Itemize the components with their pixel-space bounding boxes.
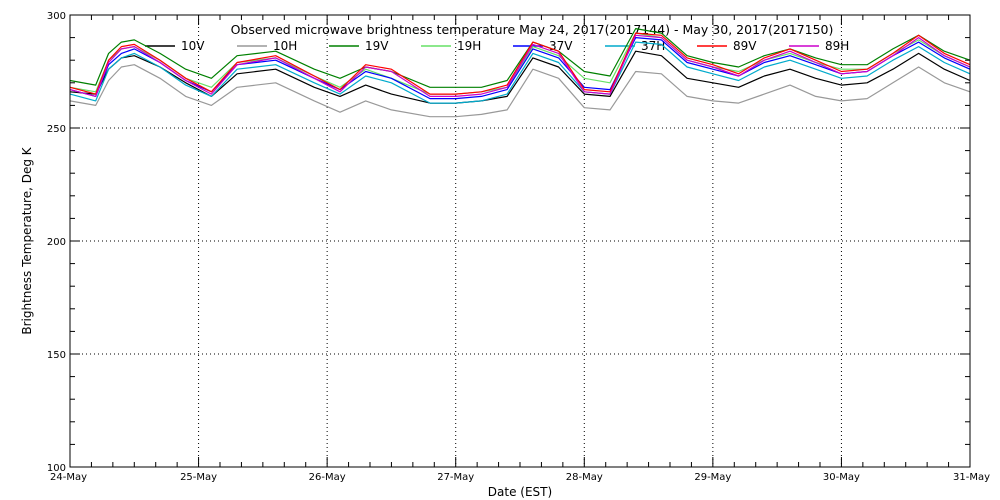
y-tick-label: 200 [47, 237, 66, 248]
series-line-10h [69, 64, 971, 118]
legend-label-37h: 37H [641, 39, 665, 53]
legend-label-19v: 19V [365, 39, 389, 53]
x-tick-label: 27-May [437, 472, 474, 483]
chart-title: Observed microwave brightness temperatur… [231, 22, 834, 37]
grid [70, 15, 970, 467]
x-axis-label: Date (EST) [488, 485, 552, 499]
x-tick-label: 25-May [180, 472, 217, 483]
y-tick-label: 100 [47, 463, 66, 474]
series-line-19v [69, 28, 971, 88]
y-tick-label: 250 [47, 124, 66, 135]
y-tick-label: 150 [47, 350, 66, 361]
legend-label-10h: 10H [273, 39, 297, 53]
legend-label-89v: 89V [733, 39, 757, 53]
series-line-89h [69, 34, 971, 98]
axes: 100 150 200 250 300 24-May 25-May 26-May 27-May 2… [47, 11, 990, 483]
legend-label-10v: 10V [181, 39, 205, 53]
x-tick-label: 28-May [566, 472, 603, 483]
legend-label-19h: 19H [457, 39, 481, 53]
x-tick-label: 29-May [694, 472, 731, 483]
x-tick-label: 31-May [953, 472, 990, 483]
x-tick-label: 24-May [50, 472, 87, 483]
series-line-89v [69, 32, 971, 95]
legend: 10V 10H 19V 19H 37V 37H 89V 89H [145, 39, 849, 53]
series-layer [69, 28, 971, 118]
legend-label-89h: 89H [825, 39, 849, 53]
series-line-37h [69, 41, 971, 104]
x-tick-label: 30-May [823, 472, 860, 483]
y-tick-label: 300 [47, 11, 66, 22]
x-tick-label: 26-May [309, 472, 346, 483]
y-axis-label: Brightness Temperature, Deg K [20, 146, 34, 334]
series-line-10v [69, 50, 971, 104]
